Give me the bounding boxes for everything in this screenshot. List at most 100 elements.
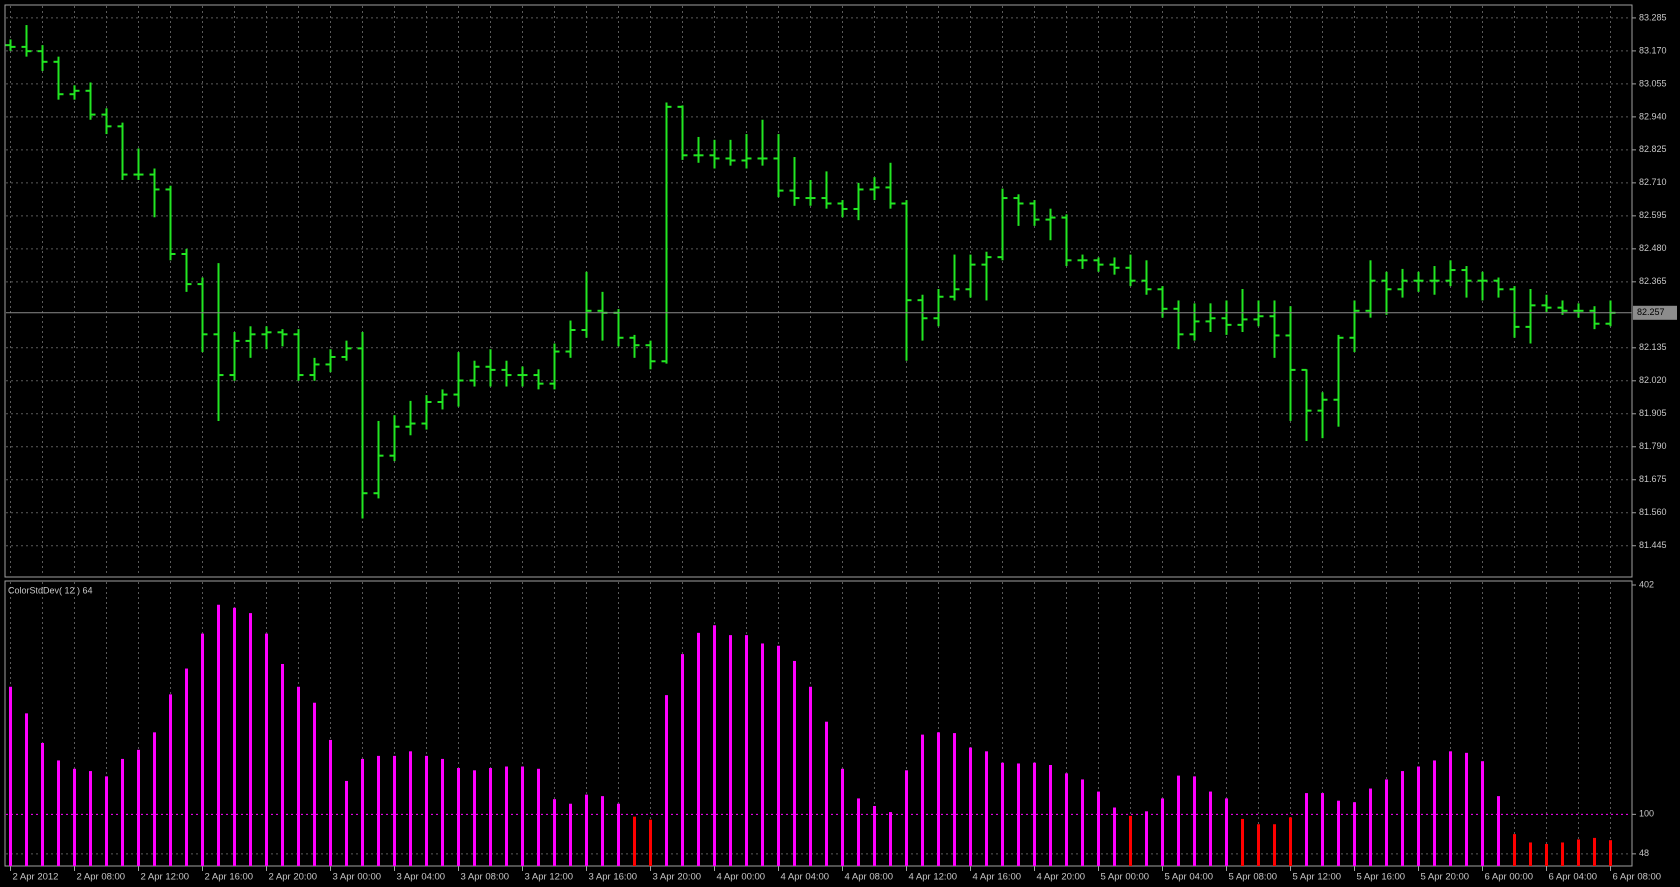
histogram-bar — [1337, 800, 1340, 866]
ohlc-bar — [741, 134, 752, 169]
ohlc-bar — [709, 139, 720, 169]
x-tick-label: 6 Apr 08:00 — [1613, 872, 1662, 883]
histogram-bar — [633, 816, 636, 866]
histogram-bar — [1593, 837, 1596, 866]
histogram-bar — [105, 776, 108, 866]
y-tick-label: 100 — [1639, 809, 1654, 819]
ohlc-bar — [229, 332, 240, 381]
histogram-bar — [1401, 771, 1404, 866]
ohlc-bar — [197, 277, 208, 353]
histogram-bar — [1465, 752, 1468, 866]
ohlc-bar — [1141, 260, 1152, 295]
histogram-bar — [217, 604, 220, 866]
ohlc-bar — [1605, 300, 1616, 327]
histogram-bar — [73, 768, 76, 866]
histogram-bar — [457, 768, 460, 866]
histogram-bar — [489, 768, 492, 866]
x-tick-label: 2 Apr 12:00 — [141, 872, 190, 883]
ohlc-bar — [645, 340, 656, 370]
ohlc-bar — [1493, 277, 1504, 298]
ohlc-bar — [325, 349, 336, 373]
ohlc-bar — [53, 56, 64, 100]
histogram-bar — [345, 780, 348, 866]
y-tick-label: 81.675 — [1639, 474, 1667, 484]
histogram-bar — [1113, 807, 1116, 866]
histogram-bar — [601, 796, 604, 866]
y-tick-label: 402 — [1639, 579, 1654, 589]
ohlc-bar — [1541, 294, 1552, 312]
histogram-bar — [281, 663, 284, 866]
ohlc-bar — [373, 420, 384, 499]
ohlc-bar — [165, 185, 176, 261]
ohlc-bar — [501, 360, 512, 387]
histogram-bar — [249, 613, 252, 866]
histogram-bar — [1513, 834, 1516, 866]
ohlc-bar — [453, 352, 464, 407]
ohlc-bar — [981, 251, 992, 301]
histogram-bar — [441, 758, 444, 866]
ohlc-bar — [469, 360, 480, 387]
x-tick-label: 3 Apr 16:00 — [589, 872, 638, 883]
x-tick-label: 4 Apr 04:00 — [781, 872, 830, 883]
ohlc-bar — [1333, 334, 1344, 427]
ohlc-bar — [437, 389, 448, 410]
histogram-bar — [649, 819, 652, 866]
ohlc-bar — [629, 334, 640, 358]
histogram-bar — [1129, 815, 1132, 866]
ohlc-bar — [261, 326, 272, 350]
ohlc-bar — [1109, 257, 1120, 275]
last-price-label: 82.257 — [1637, 307, 1665, 317]
histogram-bar — [185, 668, 188, 866]
ohlc-bar — [789, 157, 800, 206]
histogram-bar — [985, 751, 988, 866]
histogram-bar — [1145, 811, 1148, 866]
histogram-bar — [473, 770, 476, 866]
ohlc-bar — [869, 177, 880, 201]
histogram-bar — [1561, 842, 1564, 866]
histogram-bar — [553, 799, 556, 866]
ohlc-bar — [213, 263, 224, 421]
ohlc-bar — [965, 254, 976, 298]
histogram-bar — [201, 633, 204, 866]
ohlc-bar — [1349, 300, 1360, 353]
histogram-bar — [1289, 817, 1292, 866]
histogram-bar — [777, 645, 780, 866]
ohlc-bar — [1445, 260, 1456, 287]
histogram-bar — [1257, 824, 1260, 866]
histogram-bar — [1001, 762, 1004, 866]
ohlc-bar — [277, 329, 288, 347]
x-tick-label: 5 Apr 16:00 — [1357, 872, 1406, 883]
ohlc-bar — [117, 122, 128, 180]
histogram-bar — [697, 632, 700, 866]
histogram-bar — [1017, 763, 1020, 866]
x-tick-label: 5 Apr 20:00 — [1421, 872, 1470, 883]
y-tick-label: 48 — [1639, 848, 1649, 858]
ohlc-bar — [1189, 303, 1200, 341]
histogram-bar — [681, 654, 684, 866]
histogram-bar — [825, 721, 828, 866]
ohlc-bar — [37, 45, 48, 71]
y-tick-label: 83.285 — [1639, 12, 1667, 22]
ohlc-bar — [1173, 300, 1184, 350]
ohlc-bar — [997, 188, 1008, 261]
histogram-bar — [1433, 760, 1436, 866]
histogram-bar — [1497, 796, 1500, 866]
y-tick-label: 81.560 — [1639, 507, 1667, 517]
histogram-bar — [1065, 773, 1068, 866]
histogram-bar — [1081, 779, 1084, 866]
ohlc-bar — [1365, 260, 1376, 318]
x-tick-label: 3 Apr 20:00 — [653, 872, 702, 883]
histogram-bar — [745, 635, 748, 866]
histogram-bar — [1385, 779, 1388, 866]
y-tick-label: 82.365 — [1639, 276, 1667, 286]
ohlc-bar — [1381, 271, 1392, 315]
x-tick-label: 3 Apr 00:00 — [333, 872, 382, 883]
y-tick-label: 83.170 — [1639, 45, 1667, 55]
ohlc-bar — [901, 200, 912, 361]
indicator-label: ColorStdDev( 12 ) 64 — [8, 585, 93, 595]
ohlc-bar — [565, 320, 576, 358]
histogram-bar — [857, 798, 860, 866]
indicator-panel — [4, 580, 1633, 867]
x-tick-label: 2 Apr 08:00 — [77, 872, 126, 883]
